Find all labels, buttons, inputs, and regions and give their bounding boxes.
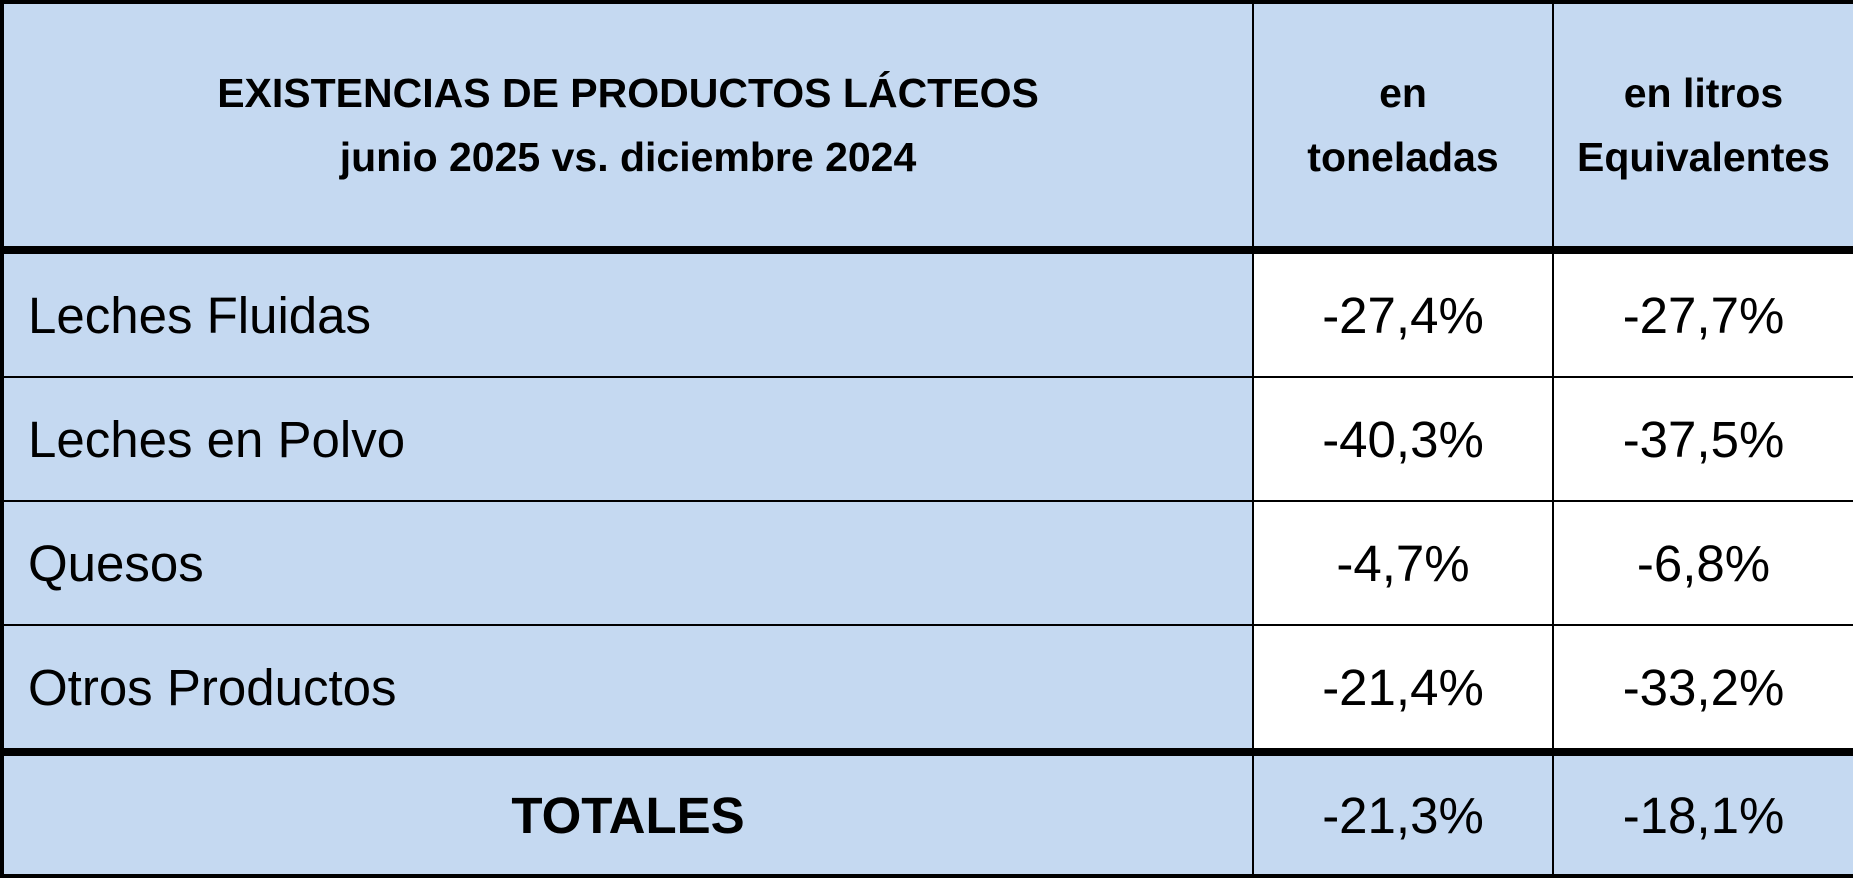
value-litros: -37,5% xyxy=(1552,376,1853,502)
value-litros: -33,2% xyxy=(1552,624,1853,753)
totals-value-toneladas: -21,3% xyxy=(1252,748,1554,878)
column-header-toneladas: en toneladas xyxy=(1252,0,1554,254)
row-label: Leches Fluidas xyxy=(0,249,1254,378)
value-toneladas: -40,3% xyxy=(1252,376,1554,502)
table-row: Otros Productos -21,4% -33,2% xyxy=(0,624,1853,753)
table-title: EXISTENCIAS DE PRODUCTOS LÁCTEOS xyxy=(217,70,1039,116)
row-label: Quesos xyxy=(0,500,1254,626)
table-row: Leches en Polvo -40,3% -37,5% xyxy=(0,376,1853,502)
value-toneladas: -4,7% xyxy=(1252,500,1554,626)
value-toneladas: -21,4% xyxy=(1252,624,1554,753)
column-header-toneladas-line2: toneladas xyxy=(1307,134,1499,180)
value-toneladas: -27,4% xyxy=(1252,249,1554,378)
column-header-litros: en litros Equivalentes xyxy=(1552,0,1853,254)
totals-label: TOTALES xyxy=(0,748,1254,878)
table-row: Leches Fluidas -27,4% -27,7% xyxy=(0,249,1853,378)
column-header-litros-line1: en litros xyxy=(1623,70,1784,116)
header-row: EXISTENCIAS DE PRODUCTOS LÁCTEOS junio 2… xyxy=(0,0,1853,254)
row-label: Otros Productos xyxy=(0,624,1254,753)
totals-value-litros: -18,1% xyxy=(1552,748,1853,878)
table-title-header: EXISTENCIAS DE PRODUCTOS LÁCTEOS junio 2… xyxy=(0,0,1254,254)
totals-row: TOTALES -21,3% -18,1% xyxy=(0,748,1853,878)
table-subtitle: junio 2025 vs. diciembre 2024 xyxy=(339,134,917,180)
column-header-toneladas-line1: en xyxy=(1379,70,1427,116)
row-label: Leches en Polvo xyxy=(0,376,1254,502)
column-header-litros-line2: Equivalentes xyxy=(1577,134,1830,180)
value-litros: -6,8% xyxy=(1552,500,1853,626)
value-litros: -27,7% xyxy=(1552,249,1853,378)
table-row: Quesos -4,7% -6,8% xyxy=(0,500,1853,626)
